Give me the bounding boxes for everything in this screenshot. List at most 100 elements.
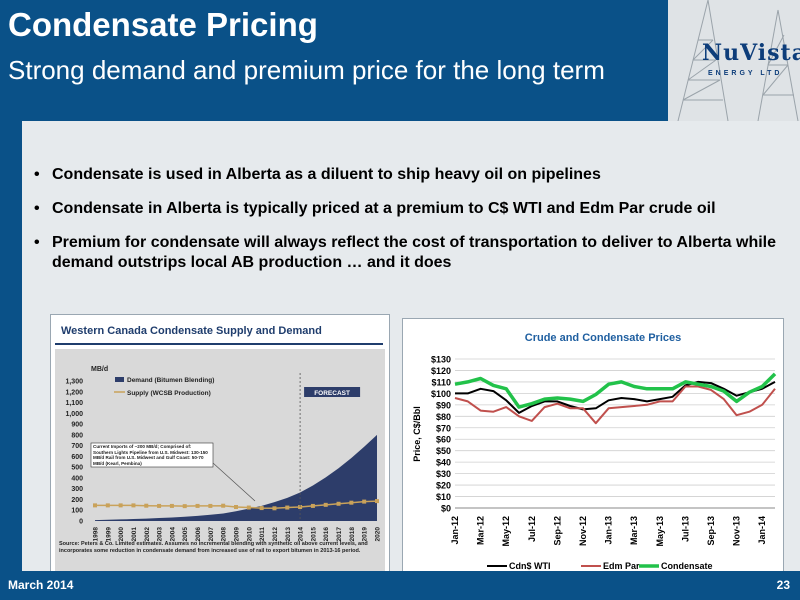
bullet-dot-icon: • bbox=[34, 200, 40, 217]
supply-point bbox=[221, 503, 226, 508]
y-tick-label: $40 bbox=[436, 458, 451, 468]
x-tick-label: 2015 bbox=[310, 527, 317, 542]
y-tick-label: $90 bbox=[436, 400, 451, 410]
x-tick-label: 2000 bbox=[118, 527, 125, 542]
x-tick-label: 2004 bbox=[169, 527, 176, 542]
title-rule bbox=[55, 343, 383, 345]
legend-label-demand: Demand (Bitumen Blending) bbox=[127, 377, 214, 384]
x-tick-label: May-13 bbox=[655, 516, 665, 547]
x-tick-label: Jan-14 bbox=[757, 516, 767, 545]
x-tick-label: 2014 bbox=[298, 527, 305, 542]
x-tick-label: 2002 bbox=[144, 527, 151, 542]
supply-point bbox=[144, 503, 149, 508]
supply-point bbox=[349, 500, 354, 505]
y-tick-label: 100 bbox=[71, 508, 83, 515]
x-tick-label: 2009 bbox=[234, 527, 241, 542]
price-chart: Crude and Condensate Prices Price, C$/Bbl… bbox=[402, 318, 784, 577]
y-tick-label: 600 bbox=[71, 454, 83, 461]
bullet-text: Condensate is used in Alberta as a dilue… bbox=[52, 166, 601, 183]
x-tick-label: 2008 bbox=[221, 527, 228, 542]
y-tick-label: 500 bbox=[71, 465, 83, 472]
y-tick-label: 900 bbox=[71, 422, 83, 429]
x-tick-label: 2005 bbox=[182, 527, 189, 542]
supply-point bbox=[234, 505, 238, 509]
legend-label-supply: Supply (WCSB Production) bbox=[127, 390, 211, 397]
forecast-box bbox=[304, 387, 361, 397]
y-tick-label: $120 bbox=[431, 366, 451, 376]
y-tick-label: 300 bbox=[71, 486, 83, 493]
y-tick-label: 0 bbox=[79, 519, 83, 526]
annotation-text-holder: Current Imports of ~200 MB/d; Comprised … bbox=[93, 444, 208, 466]
x-tick-label: 2019 bbox=[362, 527, 369, 542]
y-tick-label: $130 bbox=[431, 355, 451, 365]
bullet-text: Premium for condensate will always refle… bbox=[52, 234, 777, 271]
x-tick-label: 2011 bbox=[259, 527, 266, 541]
supply-point bbox=[157, 503, 162, 508]
supply-demand-chart: Western Canada Condensate Supply and Dem… bbox=[50, 314, 390, 576]
y-tick-label: $100 bbox=[431, 389, 451, 399]
company-logo: NuVista ENERGY LTD bbox=[668, 0, 800, 121]
supply-point bbox=[272, 506, 277, 511]
page-number: 23 bbox=[776, 578, 790, 592]
supply-point bbox=[285, 505, 290, 510]
logo-name: NuVista bbox=[702, 40, 800, 66]
supply-point bbox=[246, 505, 251, 510]
chart-title: Western Canada Condensate Supply and Dem… bbox=[61, 325, 322, 337]
x-tick-label: Jul-13 bbox=[680, 516, 690, 542]
supply-point bbox=[131, 503, 136, 508]
x-tick-label: Jul-12 bbox=[527, 516, 537, 542]
y-tick-label: $10 bbox=[436, 492, 451, 502]
y-tick-label: $60 bbox=[436, 435, 451, 445]
y-tick-label: 1,000 bbox=[65, 411, 83, 418]
annotation-text: Current Imports of ~200 MB/d; Comprised … bbox=[93, 444, 208, 466]
y-tick-label: $110 bbox=[431, 377, 451, 387]
y-tick-label: $20 bbox=[436, 481, 451, 491]
supply-point bbox=[195, 503, 200, 508]
y-tick-label: 200 bbox=[71, 497, 83, 504]
slide-header: Condensate Pricing Strong demand and pre… bbox=[0, 0, 668, 121]
demand-area-series bbox=[95, 434, 377, 521]
x-tick-label: 2017 bbox=[336, 527, 343, 542]
chart-title: Crude and Condensate Prices bbox=[525, 332, 682, 344]
x-tick-label: May-12 bbox=[501, 516, 511, 547]
x-tick-label: Jan-12 bbox=[450, 516, 460, 545]
legend-swatch-demand bbox=[115, 377, 124, 382]
legend-label-condensate: Condensate bbox=[661, 561, 713, 571]
bullet-item: • Premium for condensate will always refl… bbox=[30, 233, 790, 273]
x-tick-label: 2013 bbox=[285, 527, 292, 542]
x-tick-label: 2001 bbox=[131, 527, 138, 542]
x-tick-label: Nov-13 bbox=[732, 516, 742, 546]
legend-label-cdn-wti: Cdn$ WTI bbox=[509, 561, 551, 571]
x-tick-label: 2003 bbox=[157, 527, 164, 542]
x-tick-label: 2020 bbox=[375, 527, 382, 542]
supply-point bbox=[208, 503, 213, 508]
bullet-item: • Condensate is used in Alberta as a dilu… bbox=[30, 165, 790, 185]
left-accent-strip bbox=[0, 121, 22, 571]
chart-source-note: Source: Peters & Co. Limited estimates. … bbox=[59, 541, 368, 554]
supply-point bbox=[169, 503, 174, 508]
y-tick-label: 1,100 bbox=[65, 400, 83, 407]
bullet-text: Condensate in Alberta is typically price… bbox=[52, 200, 716, 217]
supply-point bbox=[336, 501, 341, 506]
legend-label-edm-par: Edm Par bbox=[603, 561, 640, 571]
x-tick-label: Mar-12 bbox=[476, 516, 486, 545]
price-chart-svg: Crude and Condensate Prices Price, C$/Bbl… bbox=[412, 332, 777, 571]
x-tick-label: 1998 bbox=[93, 527, 100, 542]
supply-point bbox=[323, 502, 328, 507]
slide-footer: March 2014 23 bbox=[0, 571, 800, 600]
x-tick-label: 2012 bbox=[272, 527, 279, 542]
bullet-dot-icon: • bbox=[34, 166, 40, 183]
annotation-box bbox=[90, 442, 214, 468]
x-tick-label: 2016 bbox=[323, 527, 330, 542]
supply-point bbox=[93, 503, 97, 508]
slide-title: Condensate Pricing bbox=[8, 6, 318, 43]
x-tick-label: Mar-13 bbox=[629, 516, 639, 545]
supply-point bbox=[375, 499, 379, 504]
annotation-arrow bbox=[212, 462, 256, 502]
x-tick-label: Jan-13 bbox=[604, 516, 614, 545]
slide-subtitle: Strong demand and premium price for the … bbox=[8, 55, 605, 85]
x-tick-label: Nov-12 bbox=[578, 516, 588, 546]
y-tick-label: $50 bbox=[436, 446, 451, 456]
x-tick-label: Sep-12 bbox=[552, 516, 562, 546]
forecast-label: FORECAST bbox=[314, 390, 350, 397]
